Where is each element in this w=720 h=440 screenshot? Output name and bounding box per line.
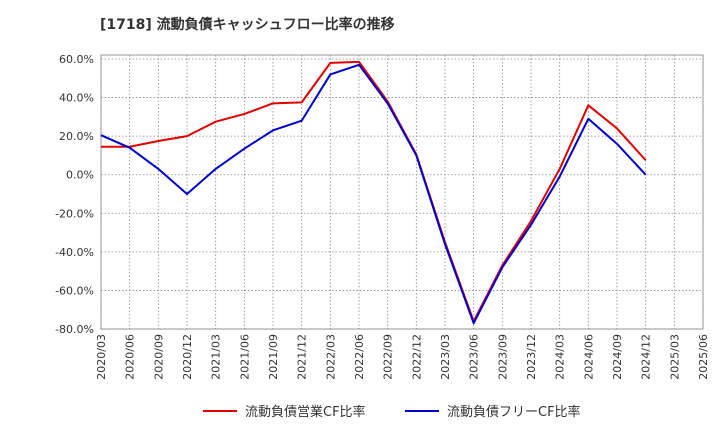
y-tick-label: 0.0% xyxy=(66,169,94,182)
x-tick-label: 2020/03 xyxy=(95,334,108,380)
x-tick-label: 2025/06 xyxy=(697,334,710,380)
x-tick-label: 2021/12 xyxy=(296,334,309,380)
x-axis-tick-labels: 2020/03 2020/06 2020/09 2020/12 2021/03 2021/… xyxy=(95,334,710,380)
y-tick-label: -20.0% xyxy=(55,207,94,220)
x-tick-label: 2025/03 xyxy=(668,334,681,380)
x-tick-label: 2020/12 xyxy=(181,334,194,380)
chart-title: [1718] 流動負債キャッシュフロー比率の推移 xyxy=(100,16,395,33)
y-tick-label: 20.0% xyxy=(59,130,94,143)
x-tick-label: 2021/03 xyxy=(210,334,223,380)
x-tick-label: 2021/06 xyxy=(238,334,251,380)
y-gridlines xyxy=(101,58,703,330)
x-tick-label: 2024/09 xyxy=(611,334,624,380)
x-tick-label: 2023/12 xyxy=(525,334,538,380)
x-tick-label: 2022/03 xyxy=(324,334,337,380)
x-tick-label: 2020/06 xyxy=(124,334,137,380)
legend-label-1: 流動負債営業CF比率 xyxy=(245,404,366,420)
y-tick-label: -40.0% xyxy=(55,246,94,259)
x-tick-label: 2022/06 xyxy=(353,334,366,380)
x-tick-label: 2023/06 xyxy=(468,334,481,380)
x-tick-label: 2022/09 xyxy=(382,334,395,380)
y-tick-label: 40.0% xyxy=(59,92,94,105)
legend: 流動負債営業CF比率 流動負債フリーCF比率 xyxy=(203,404,581,420)
legend-label-2: 流動負債フリーCF比率 xyxy=(447,404,581,420)
x-tick-label: 2023/09 xyxy=(496,334,509,380)
x-tick-label: 2022/12 xyxy=(410,334,423,380)
x-tick-label: 2023/03 xyxy=(439,334,452,380)
series-line-2 xyxy=(100,63,647,325)
x-tick-label: 2024/06 xyxy=(582,334,595,380)
x-tick-label: 2024/12 xyxy=(640,334,653,380)
y-tick-label: -80.0% xyxy=(55,323,94,336)
y-tick-label: 60.0% xyxy=(59,53,94,66)
x-tick-label: 2024/03 xyxy=(554,334,567,380)
plot-area xyxy=(100,54,704,330)
y-tick-label: -60.0% xyxy=(55,284,94,297)
series-layer xyxy=(100,60,647,325)
y-axis-tick-labels: 60.0% 40.0% 20.0% 0.0% -20.0% -40.0% -60.0% -80… xyxy=(55,53,94,336)
series-line-1 xyxy=(101,60,647,323)
x-tick-label: 2021/09 xyxy=(267,334,280,380)
x-tick-label: 2020/09 xyxy=(152,334,165,380)
